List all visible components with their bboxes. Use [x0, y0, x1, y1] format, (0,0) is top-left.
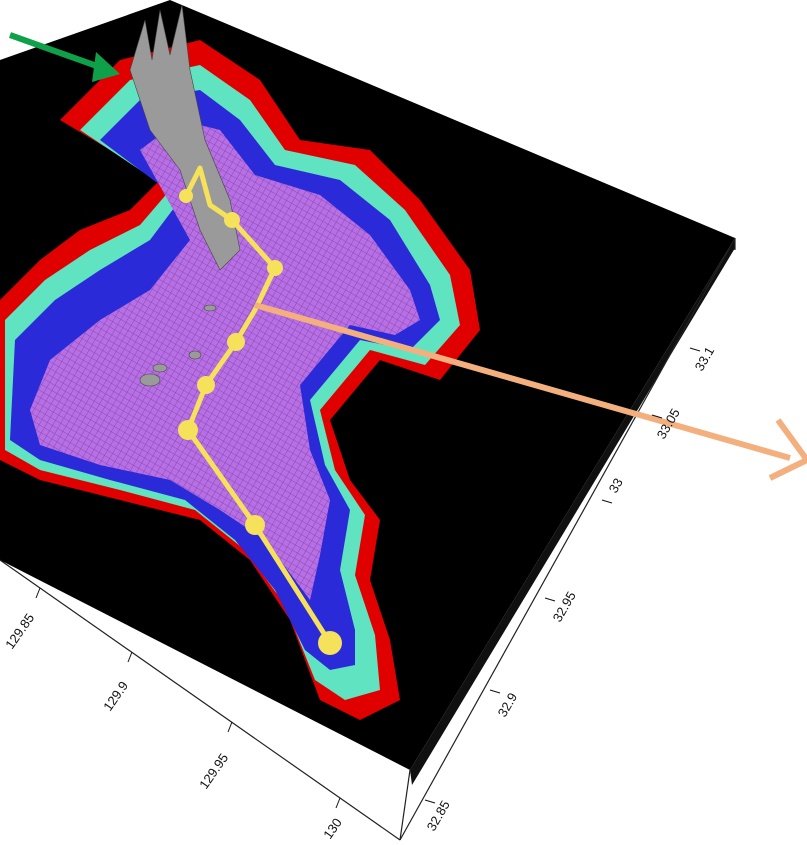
waypoint — [224, 212, 240, 228]
axis-frame — [0, 237, 736, 841]
y-tick-label: 32.85 — [424, 798, 453, 834]
waypoint — [197, 376, 215, 394]
x-tick-label: 129.85 — [2, 611, 37, 652]
y-tick-label: 32.95 — [550, 589, 579, 625]
x-tick-label: 129.9 — [100, 678, 131, 713]
x-axis-ticks — [35, 587, 341, 809]
waypoint — [227, 333, 245, 351]
waypoint — [178, 420, 198, 440]
y-tick-label: 33.1 — [692, 344, 718, 373]
x-tick-label: 129.95 — [196, 751, 231, 792]
waypoint — [318, 631, 342, 655]
route-waypoints — [178, 189, 342, 655]
route-line — [183, 165, 333, 645]
waypoint — [179, 189, 193, 203]
y-tick-label: 33 — [606, 475, 626, 495]
green-arrow — [8, 32, 120, 82]
map-side-wall — [410, 238, 735, 785]
x-tick-label: 130 — [320, 815, 345, 841]
orange-arrow — [254, 302, 807, 481]
y-tick-label: 32.9 — [495, 690, 521, 719]
y-axis-ticks — [424, 347, 701, 804]
waypoint — [245, 515, 265, 535]
waypoint — [267, 260, 283, 276]
